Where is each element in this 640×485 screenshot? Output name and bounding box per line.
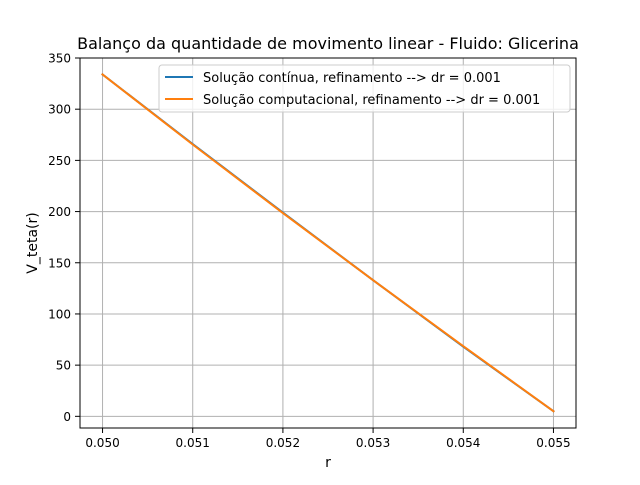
y-tick-label-1: 50	[56, 359, 71, 373]
y-tick-label-4: 200	[48, 205, 71, 219]
legend-label-0: Solução contínua, refinamento --> dr = 0…	[203, 71, 501, 86]
y-axis-label: V_teta(r)	[25, 212, 41, 273]
x-tick-label-0: 0.050	[85, 436, 119, 450]
x-tick-label-5: 0.055	[536, 436, 570, 450]
legend-box	[158, 64, 571, 113]
x-axis-label: r	[325, 455, 331, 471]
y-tick-label-7: 350	[48, 52, 71, 66]
legend-label-1: Solução computacional, refinamento --> d…	[203, 93, 540, 108]
x-tick-label-1: 0.051	[176, 436, 210, 450]
x-tick-label-4: 0.054	[446, 436, 480, 450]
y-tick-label-5: 250	[48, 154, 71, 168]
chart-title: Balanço da quantidade de movimento linea…	[77, 34, 579, 53]
y-tick-label-3: 150	[48, 256, 71, 270]
series-line-1	[101, 72, 555, 413]
y-tick-label-6: 300	[48, 103, 71, 117]
y-tick-label-0: 0	[63, 410, 71, 424]
plot-frame	[79, 57, 577, 429]
x-tick-label-2: 0.052	[266, 436, 300, 450]
series-line-0	[101, 72, 555, 413]
y-tick-label-2: 100	[48, 307, 71, 321]
x-tick-label-3: 0.053	[356, 436, 390, 450]
